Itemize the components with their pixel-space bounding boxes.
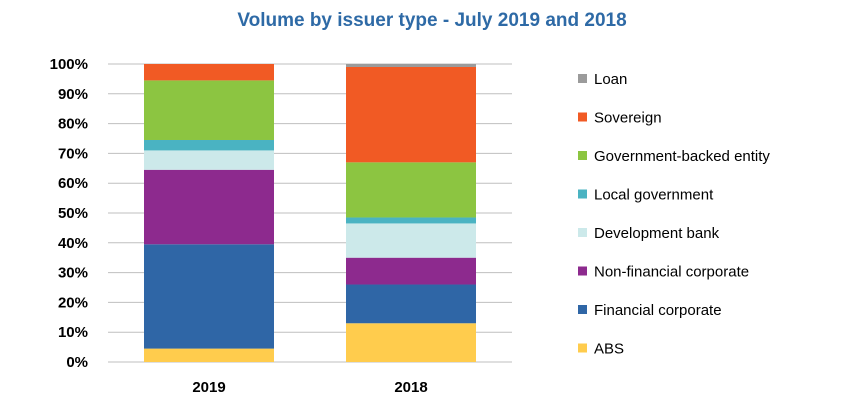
legend-swatch [578,151,587,160]
bar-segment [346,323,476,362]
bar-segment [144,80,274,140]
legend-label: Development bank [594,225,720,242]
legend-item: Local government [578,187,714,204]
bars [144,64,476,362]
legend-item: ABS [578,341,624,358]
y-tick-label: 50% [58,205,88,222]
legend-swatch [578,305,587,314]
legend-label: Local government [594,187,714,204]
y-tick-label: 100% [50,56,88,73]
y-tick-label: 0% [66,354,88,371]
legend-item: Non-financial corporate [578,264,749,281]
bar-segment [346,162,476,218]
y-axis-ticks: 0% 10% 20% 30% 40% 50% 60% 70% 80% 90% 100% [50,56,88,371]
legend-item: Financial corporate [578,302,722,319]
y-tick-label: 40% [58,235,88,252]
legend-swatch [578,228,587,237]
bar-segment [346,223,476,258]
legend-item: Development bank [578,225,720,242]
legend: Loan Sovereign Government-backed entity Loc… [578,71,770,358]
legend-swatch [578,112,587,122]
bar-segment [144,150,274,170]
legend-label: Government-backed entity [594,148,770,165]
bar-segment [346,284,476,324]
legend-item: Loan [578,71,627,88]
legend-label: ABS [594,341,624,358]
bar-segment [144,139,274,151]
legend-label: Financial corporate [594,302,722,319]
y-tick-label: 70% [58,145,88,162]
legend-label: Non-financial corporate [594,264,749,281]
legend-swatch [578,189,587,199]
bar-segment [144,348,274,362]
y-tick-label: 20% [58,294,88,311]
legend-swatch [578,343,587,353]
x-tick-label: 2018 [394,379,427,396]
legend-swatch [578,266,587,276]
y-tick-label: 60% [58,175,88,192]
bar-segment [144,244,274,349]
chart-title: Volume by issuer type - July 2019 and 20… [237,10,626,31]
legend-label: Sovereign [594,110,662,127]
bar-segment [346,257,476,285]
x-axis-ticks: 2019 2018 [192,379,427,396]
bar-segment [144,169,274,245]
legend-label: Loan [594,71,627,88]
bar-segment [346,66,476,163]
legend-item: Government-backed entity [578,148,770,165]
x-tick-label: 2019 [192,379,225,396]
legend-item: Sovereign [578,110,662,127]
bar-segment [144,64,274,81]
y-tick-label: 30% [58,265,88,282]
bar-segment [346,217,476,224]
bar-segment [346,64,476,67]
y-tick-label: 90% [58,86,88,103]
y-tick-label: 10% [58,324,88,341]
y-tick-label: 80% [58,116,88,133]
legend-swatch [578,74,587,83]
